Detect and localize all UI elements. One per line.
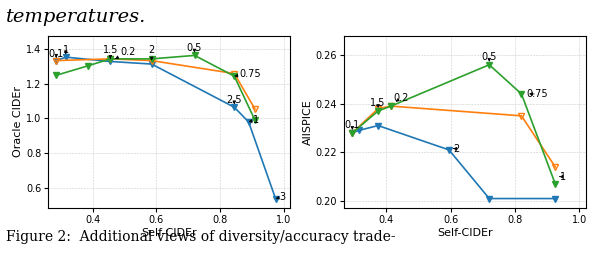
Text: 2: 2	[453, 144, 460, 154]
Text: 0.2: 0.2	[115, 47, 136, 59]
Text: 1: 1	[63, 45, 69, 55]
Text: 0.2: 0.2	[393, 93, 409, 103]
Text: 0.1: 0.1	[345, 120, 360, 130]
Text: 0.5: 0.5	[481, 52, 497, 62]
Text: 0.75: 0.75	[235, 69, 262, 80]
Text: 0.5: 0.5	[187, 43, 202, 53]
Text: 0.1: 0.1	[49, 49, 64, 59]
X-axis label: Self-CIDEr: Self-CIDEr	[141, 228, 197, 238]
Text: 1.5: 1.5	[370, 98, 386, 108]
Text: 2: 2	[149, 45, 155, 60]
Y-axis label: AllSPICE: AllSPICE	[303, 99, 313, 145]
Y-axis label: Oracle CIDEr: Oracle CIDEr	[13, 86, 23, 157]
Text: 3: 3	[277, 192, 286, 201]
Text: 1: 1	[249, 115, 260, 125]
Text: 2.5: 2.5	[226, 95, 242, 105]
Text: 1: 1	[559, 172, 565, 182]
X-axis label: Self-CIDEr: Self-CIDEr	[437, 228, 493, 238]
Text: 1.5: 1.5	[103, 45, 118, 58]
Text: temperatures.: temperatures.	[6, 8, 146, 26]
Text: Figure 2:  Additional views of diversity/accuracy trade-: Figure 2: Additional views of diversity/…	[6, 230, 396, 244]
Text: 0.75: 0.75	[526, 89, 548, 99]
